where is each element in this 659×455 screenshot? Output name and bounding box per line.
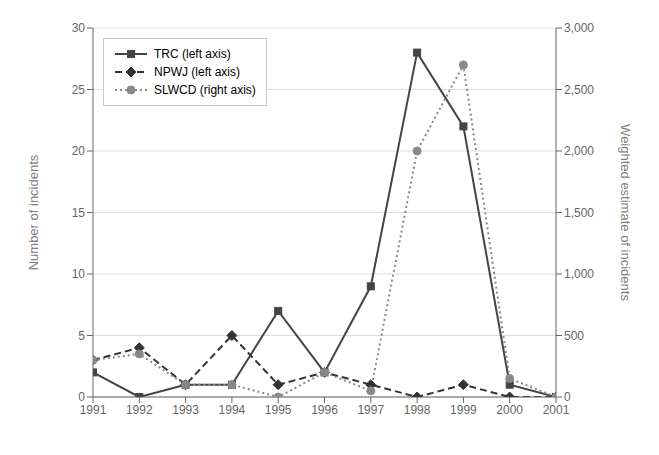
svg-text:25: 25	[72, 83, 86, 97]
svg-text:2,000: 2,000	[564, 144, 594, 158]
svg-text:0: 0	[78, 390, 85, 404]
svg-text:1993: 1993	[172, 403, 199, 417]
svg-text:1,000: 1,000	[564, 267, 594, 281]
svg-text:Number of incidents: Number of incidents	[26, 154, 41, 270]
svg-text:3,000: 3,000	[564, 21, 594, 35]
svg-text:2,500: 2,500	[564, 83, 594, 97]
svg-text:0: 0	[564, 390, 571, 404]
svg-text:1999: 1999	[450, 403, 477, 417]
svg-text:20: 20	[72, 144, 86, 158]
svg-text:2001: 2001	[543, 403, 570, 417]
svg-text:1997: 1997	[357, 403, 384, 417]
html-text:SLWCD (right axis): SLWCD (right axis)	[154, 83, 256, 97]
svg-text:500: 500	[564, 329, 584, 343]
svg-text:1998: 1998	[404, 403, 431, 417]
svg-text:30: 30	[72, 21, 86, 35]
svg-text:1992: 1992	[126, 403, 153, 417]
svg-text:1994: 1994	[219, 403, 246, 417]
svg-text:Weighted estimate of incidents: Weighted estimate of incidents	[618, 124, 633, 301]
svg-text:1991: 1991	[80, 403, 107, 417]
html-text:TRC (left axis): TRC (left axis)	[154, 47, 231, 61]
svg-text:15: 15	[72, 206, 86, 220]
svg-text:1,500: 1,500	[564, 206, 594, 220]
svg-text:10: 10	[72, 267, 86, 281]
html-text:NPWJ (left axis): NPWJ (left axis)	[154, 65, 240, 79]
svg-text:1996: 1996	[311, 403, 338, 417]
svg-text:2000: 2000	[496, 403, 523, 417]
svg-text:5: 5	[78, 329, 85, 343]
svg-text:1995: 1995	[265, 403, 292, 417]
